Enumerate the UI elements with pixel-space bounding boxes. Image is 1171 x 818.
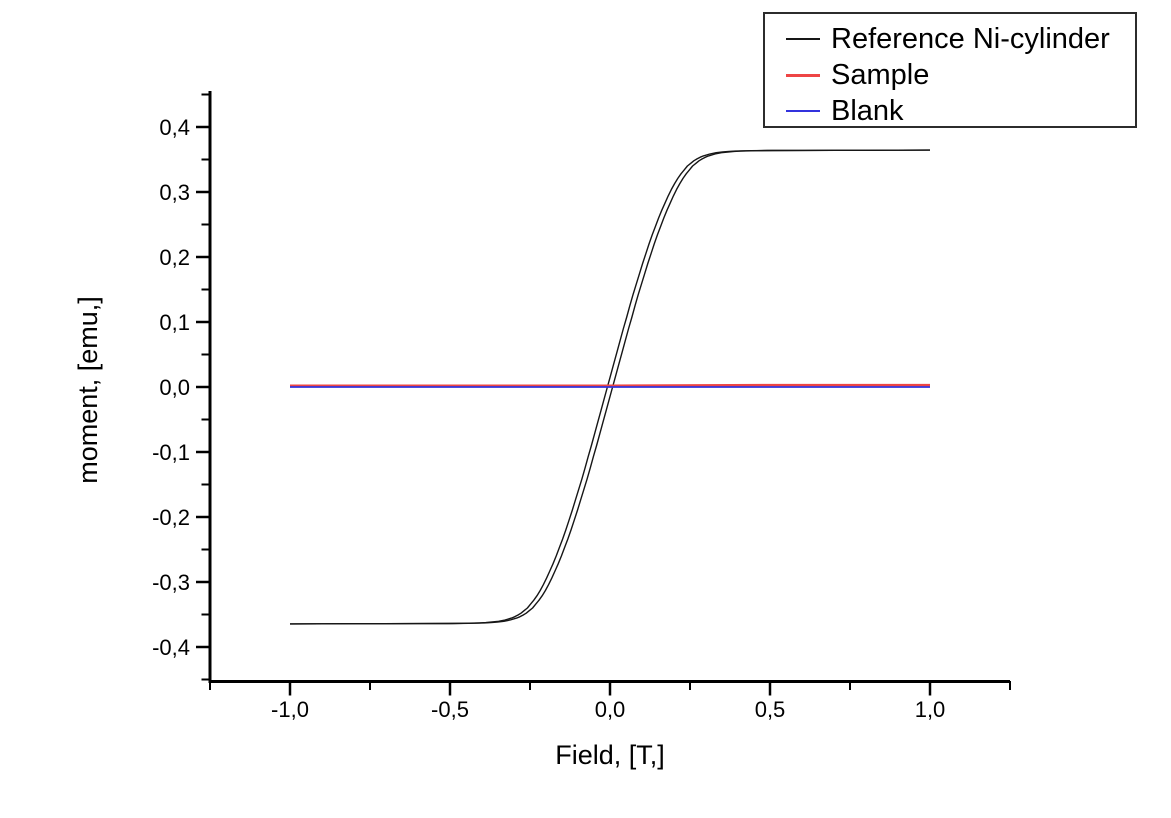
x-axis-tick-label: 1,0	[915, 697, 946, 722]
legend-item-sample: Sample	[765, 57, 1135, 93]
x-axis-tick-label: -0,5	[431, 697, 469, 722]
y-axis-tick-label: 0,0	[159, 375, 190, 400]
legend-line-sample-black-icon	[786, 38, 820, 40]
series-reference-ni-cylinder-descending-branch	[289, 149, 930, 625]
legend-item-reference-ni-cylinder: Reference Ni-cylinder	[765, 21, 1135, 57]
legend-line-sample-blue-icon	[786, 110, 820, 112]
y-axis-tick-label: -0,3	[152, 570, 190, 595]
legend: Reference Ni-cylinder Sample Blank	[763, 12, 1137, 128]
series-reference-ni-cylinder-ascending-branch	[290, 149, 931, 625]
y-axis-tick-label: -0,2	[152, 505, 190, 530]
y-axis-tick-label: -0,1	[152, 440, 190, 465]
y-axis-tick-label: 0,4	[159, 115, 190, 140]
x-axis-tick-label: 0,5	[755, 697, 786, 722]
x-axis-tick-label: -1,0	[271, 697, 309, 722]
y-axis-title: moment, [emu,]	[73, 296, 103, 484]
x-axis-title: Field, [T,]	[555, 740, 665, 770]
y-axis-tick-label: 0,3	[159, 180, 190, 205]
series-sample	[290, 383, 930, 387]
legend-label-reference-ni-cylinder: Reference Ni-cylinder	[831, 23, 1110, 55]
y-axis-tick-label: 0,2	[159, 245, 190, 270]
y-axis-tick-label: -0,4	[152, 635, 190, 660]
legend-line-sample-red-icon	[786, 73, 820, 77]
legend-label-sample: Sample	[831, 59, 930, 91]
legend-label-blank: Blank	[831, 95, 904, 127]
x-axis-tick-label: 0,0	[595, 697, 626, 722]
legend-item-blank: Blank	[765, 93, 1135, 129]
y-axis-tick-label: 0,1	[159, 310, 190, 335]
